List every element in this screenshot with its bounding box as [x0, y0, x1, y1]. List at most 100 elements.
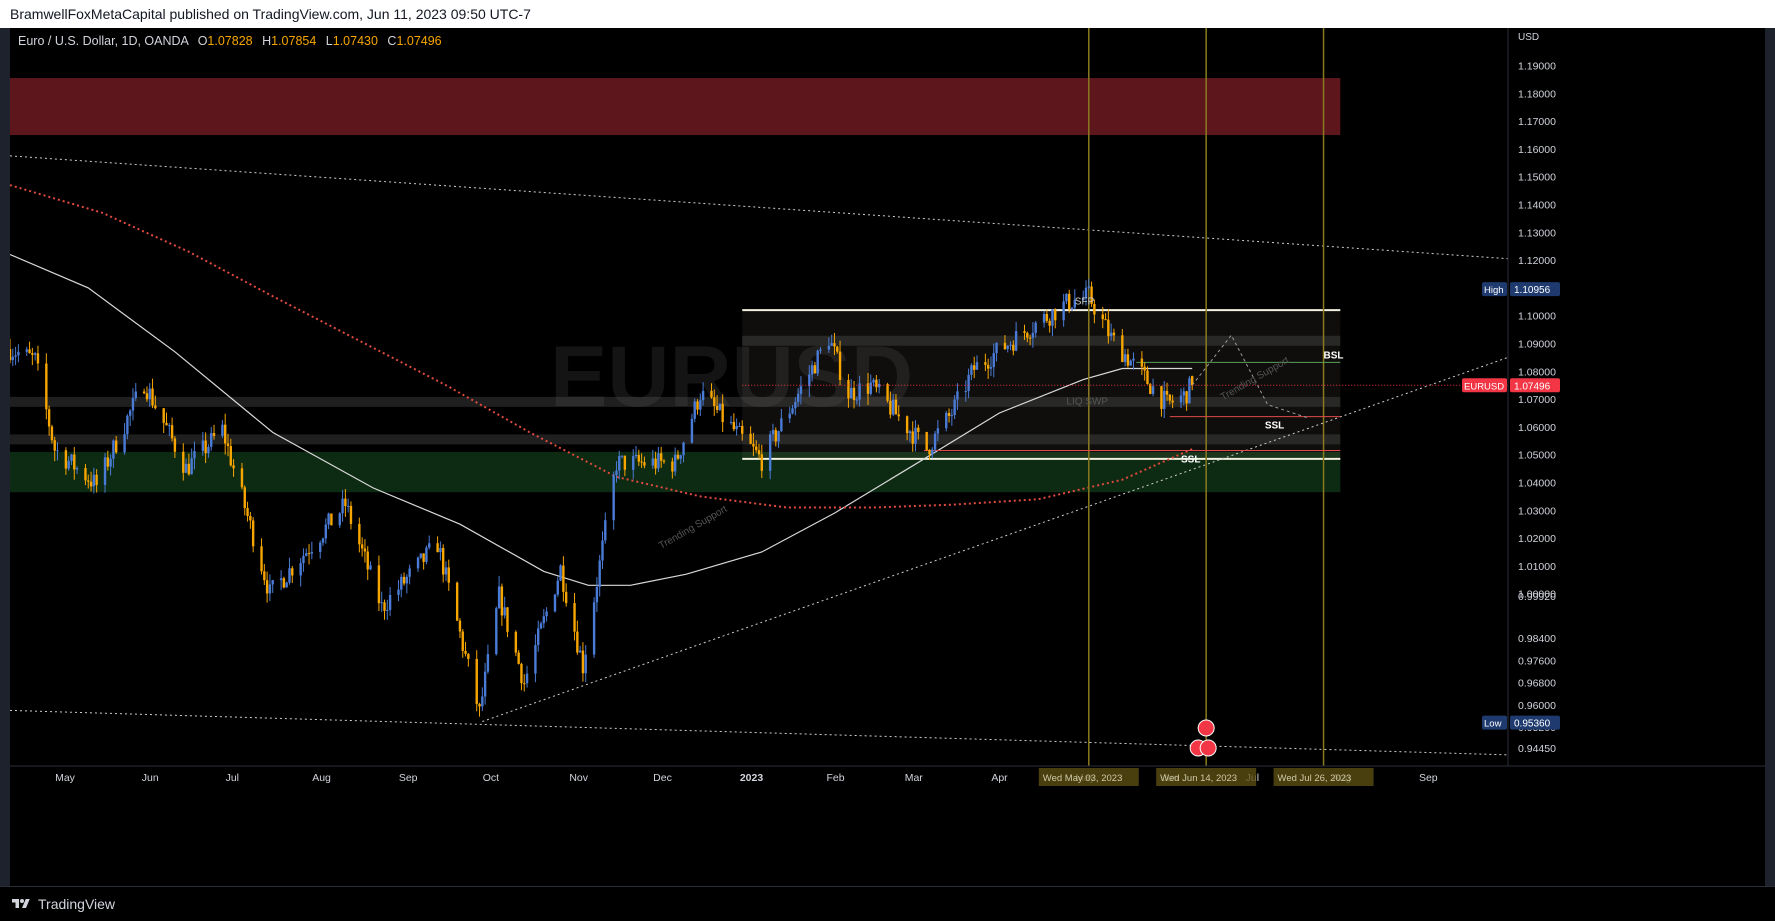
price-tag-label-bg	[1482, 282, 1507, 297]
candle-body	[581, 650, 585, 674]
price-axis-tick: 1.06000	[1518, 422, 1556, 434]
candle-body	[400, 576, 403, 590]
candle-body	[204, 440, 207, 454]
candle-body	[808, 374, 811, 387]
moving-average-red-dotted-line	[10, 184, 1193, 509]
candle-body	[931, 449, 934, 455]
candle-body	[503, 607, 506, 616]
candle-body	[380, 602, 383, 604]
candle-body	[307, 553, 311, 555]
candle-body	[847, 379, 850, 399]
price-axis-tick: 1.18000	[1518, 88, 1556, 100]
candle-body	[534, 645, 537, 674]
candle-body	[1031, 332, 1035, 338]
candle-body	[1123, 354, 1127, 363]
candle-body	[1045, 314, 1049, 321]
trendline	[482, 356, 1509, 722]
candle-body	[481, 696, 484, 707]
candle-body	[330, 513, 333, 526]
candle-body	[601, 540, 604, 561]
candle-body	[173, 438, 177, 452]
candle-body	[1054, 309, 1057, 321]
candle-body	[598, 560, 601, 587]
candle-body	[201, 440, 205, 452]
candle-body	[112, 440, 115, 459]
candle-body	[425, 547, 428, 562]
candle-body	[693, 401, 696, 419]
candle-body	[989, 367, 993, 369]
economic-event-marker	[1199, 739, 1217, 757]
candle-body	[947, 412, 951, 416]
candle-body	[240, 468, 244, 488]
candle-body	[517, 652, 520, 664]
price-tag-label-bg	[1462, 378, 1507, 393]
event-date-tag-bg	[1273, 768, 1374, 786]
candle-body	[45, 363, 48, 410]
candle-body	[651, 458, 654, 466]
candle-body	[671, 461, 674, 472]
candle-body	[836, 346, 839, 352]
candle-body	[344, 498, 347, 507]
time-axis-label: Mar	[905, 772, 924, 784]
candle-body	[537, 628, 540, 646]
candle-body	[623, 455, 627, 470]
candle-body	[1023, 331, 1026, 333]
candle-body	[1149, 384, 1152, 394]
price-axis-tick: 1.03000	[1518, 505, 1556, 517]
candle-body	[514, 631, 518, 653]
candle-body	[852, 387, 856, 401]
candle-body	[95, 474, 98, 485]
price-tag-value-bg	[1510, 715, 1560, 730]
tradingview-brand: TradingView	[38, 896, 116, 912]
candle-body	[447, 567, 450, 583]
candle-body	[73, 454, 76, 470]
candle-body	[632, 456, 635, 470]
candle-body	[542, 616, 546, 624]
candle-body	[1168, 394, 1172, 401]
chart-area[interactable]: EURUSD BSL SSL SSL SFP LIQ SWP Trending Suppor…	[10, 28, 1765, 886]
candle-body	[634, 454, 638, 457]
candle-body	[405, 576, 409, 584]
candle-body	[866, 383, 870, 394]
candle-body	[950, 415, 954, 417]
candle-body	[562, 565, 565, 592]
candle-body	[70, 454, 73, 461]
candle-body	[643, 462, 646, 466]
liquidity-label: SSL	[1181, 455, 1200, 466]
candle-body	[478, 703, 481, 707]
price-axis-tick: 1.02000	[1518, 533, 1556, 545]
symbol-watermark: EURUSD	[550, 329, 913, 425]
candle-body	[914, 427, 917, 444]
candle-body	[184, 463, 188, 473]
candle-body	[520, 663, 523, 684]
candle-body	[956, 391, 959, 400]
candle-body	[321, 538, 325, 543]
time-axis-label: May	[55, 772, 76, 784]
candle-body	[556, 580, 559, 595]
price-tag-label: High	[1484, 285, 1504, 296]
price-axis-tick: 1.15000	[1518, 172, 1556, 184]
candle-body	[1003, 342, 1007, 350]
projection-path	[1191, 334, 1310, 419]
candle-body	[260, 546, 263, 572]
candle-body	[1090, 286, 1093, 304]
candle-body	[905, 416, 909, 434]
tradingview-logo[interactable]: TradingView	[10, 896, 115, 912]
candle-body	[657, 453, 660, 469]
candle-body	[771, 430, 775, 435]
candle-body	[682, 442, 685, 456]
high-value: 1.07854	[271, 34, 317, 48]
event-date-tag: Wed May 03, 2023	[1043, 773, 1123, 784]
candle-body	[1146, 370, 1149, 385]
candle-body	[1109, 332, 1113, 337]
candle-body	[87, 480, 90, 482]
candle-body	[735, 426, 738, 430]
candle-body	[925, 431, 928, 450]
low-value: 1.07430	[332, 34, 378, 48]
price-axis-tag: EURUSD 1.07496	[1462, 378, 1560, 393]
candle-body	[265, 580, 269, 594]
candle-body	[416, 557, 420, 569]
candle-body	[439, 547, 442, 553]
candle-body	[539, 623, 543, 629]
